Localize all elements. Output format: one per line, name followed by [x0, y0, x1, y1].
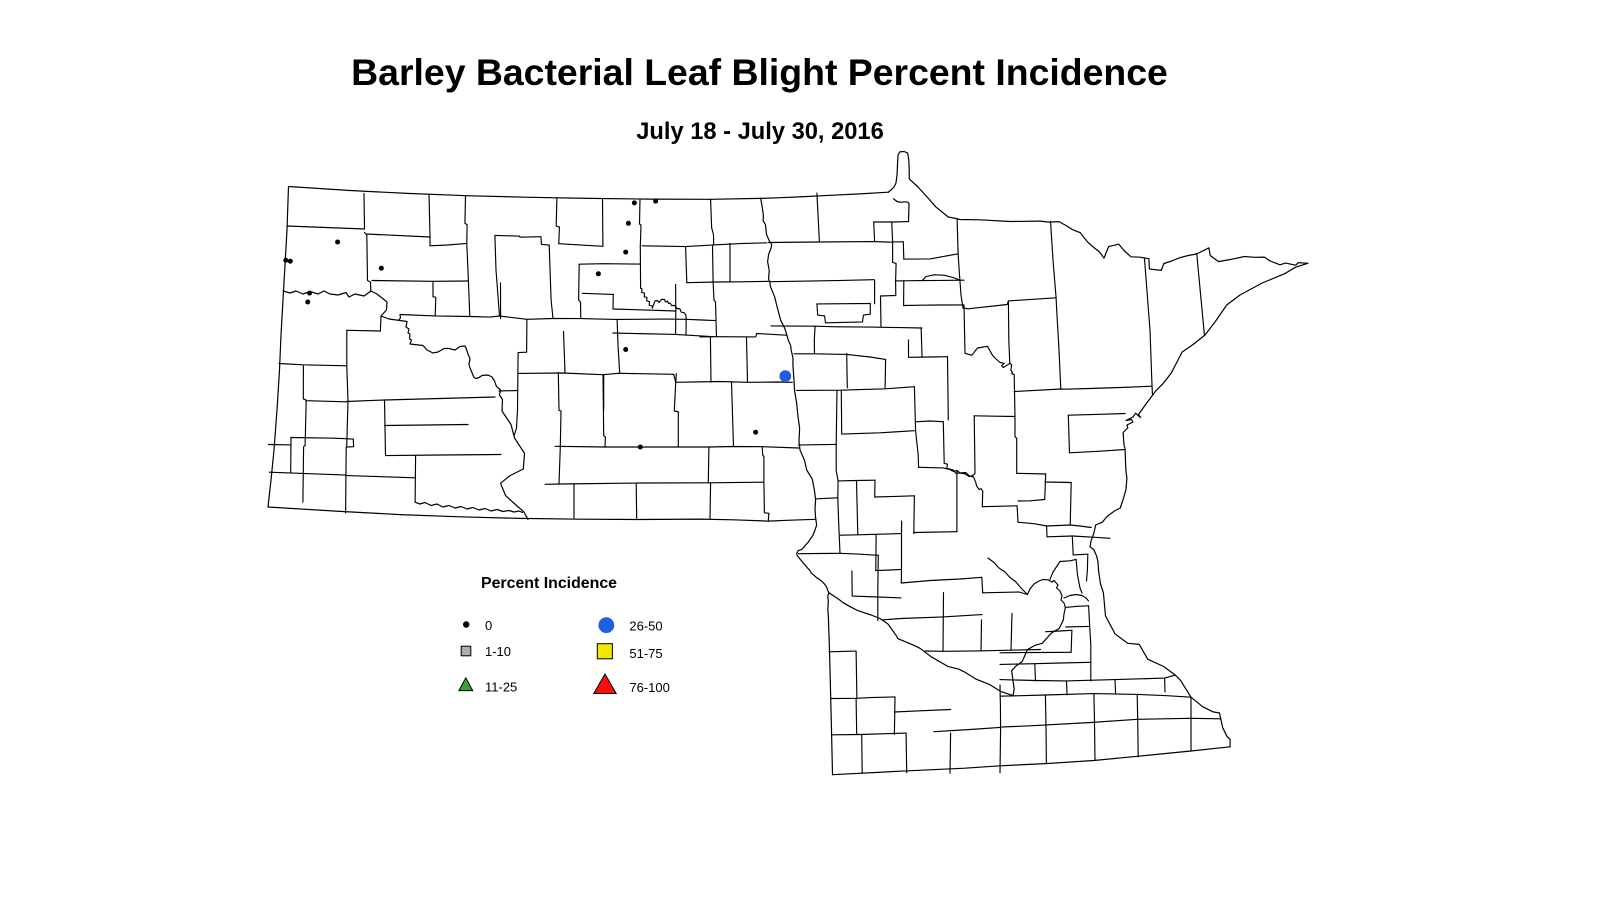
svg-text:26-50: 26-50	[629, 619, 662, 634]
svg-text:Barley Bacterial Leaf Blight P: Barley Bacterial Leaf Blight Percent Inc…	[351, 51, 1168, 93]
svg-text:0: 0	[485, 618, 492, 633]
svg-text:51-75: 51-75	[629, 646, 662, 661]
svg-text:1-10: 1-10	[485, 644, 511, 659]
svg-text:Percent Incidence: Percent Incidence	[481, 575, 617, 592]
svg-text:July 18 - July 30, 2016: July 18 - July 30, 2016	[636, 119, 884, 145]
svg-text:11-25: 11-25	[485, 679, 517, 694]
svg-text:76-100: 76-100	[629, 680, 669, 695]
